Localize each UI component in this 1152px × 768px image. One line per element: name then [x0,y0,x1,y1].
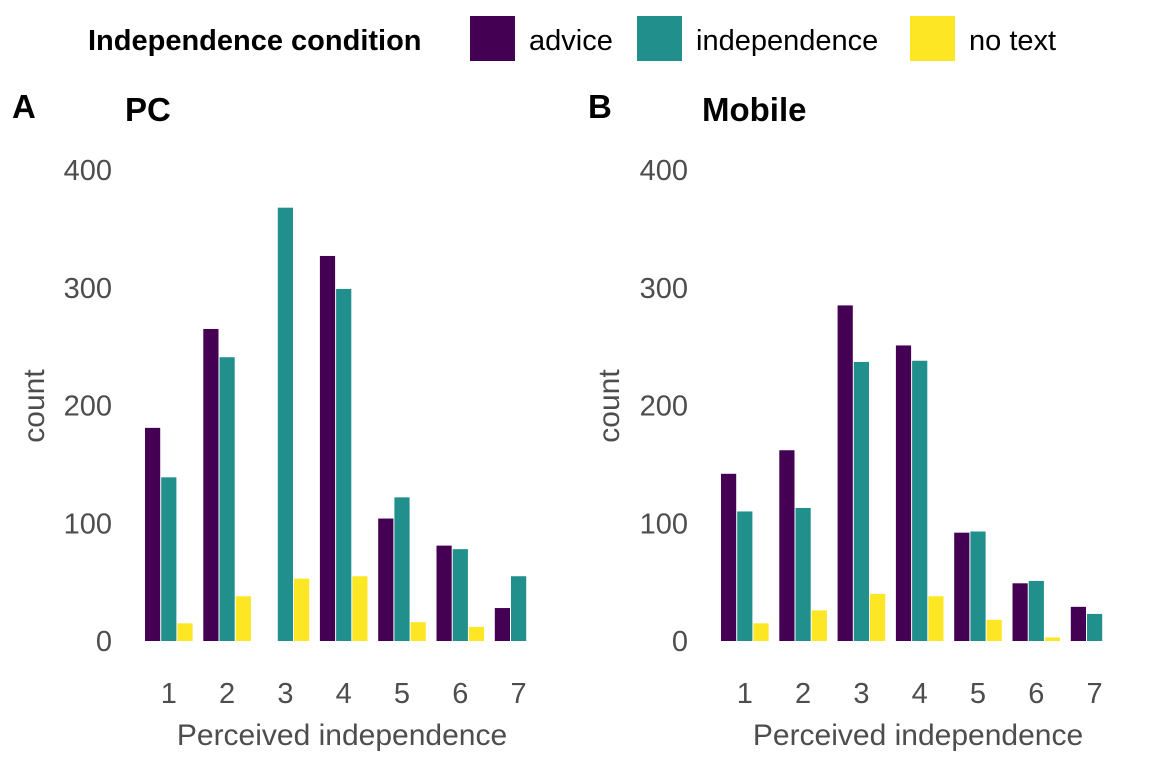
panel-b-y-axis-label: count [593,369,626,443]
panel-a-x-tick-5: 5 [394,678,410,710]
panel-a-y-tick-0: 0 [96,626,112,658]
panel-a-bar-advice-6 [436,545,452,641]
panel-b-bar-advice-3 [837,305,853,641]
panel-a-y-tick-200: 200 [64,391,112,423]
panel-b-bar-no-text-3 [870,593,886,641]
panel-b-x-tick-4: 4 [912,678,928,710]
panel-b-tag: B [588,88,612,125]
panel-a-bar-no-text-4 [352,576,368,641]
panel-b-x-tick-7: 7 [1087,678,1103,710]
panel-a-bar-advice-7 [494,608,510,641]
panel-a-x-axis-label: Perceived independence [177,719,507,752]
panel-b-x-tick-1: 1 [737,678,753,710]
panel-b-y-tick-0: 0 [672,626,688,658]
panel-a-bar-no-text-6 [468,626,485,641]
panel-b-bar-advice-7 [1070,606,1086,641]
panel-b-bar-independence-3 [853,361,869,641]
panel-b-bar-advice-4 [895,345,912,641]
panel-b-bar-no-text-6 [1044,637,1061,641]
panel-b-y-tick-300: 300 [640,273,688,305]
panel-b-bar-advice-1 [721,473,737,641]
panel-a-bar-no-text-5 [410,622,426,641]
panel-a-x-tick-6: 6 [452,678,468,710]
legend-label-no-text: no text [969,25,1056,57]
panel-a-bar-independence-7 [511,576,527,641]
panel-a-tag: A [12,88,36,125]
panel-pc: A PC count Perceived independence 0 100 20… [12,88,527,752]
panel-a-y-tick-100: 100 [64,508,112,540]
panel-b-bar-no-text-5 [986,619,1002,641]
panel-b-bar-advice-2 [779,450,795,641]
panel-b-x-tick-3: 3 [853,678,869,710]
legend: Independence condition advice independenc… [88,16,1056,61]
panel-b-bar-independence-5 [970,531,986,641]
panel-a-x-tick-2: 2 [219,678,235,710]
panel-b-bar-independence-4 [912,360,928,641]
panel-a-x-tick-1: 1 [161,678,177,710]
panel-a-bar-independence-4 [336,288,352,641]
panel-b-x-tick-2: 2 [795,678,811,710]
panel-b-bar-no-text-4 [928,596,944,641]
panel-a-y-tick-300: 300 [64,273,112,305]
panel-a-bar-independence-5 [394,497,410,641]
panel-a-bar-independence-6 [452,549,468,641]
panel-b-y-tick-100: 100 [640,508,688,540]
panel-a-bar-advice-2 [203,328,219,641]
panel-a-bar-advice-4 [319,255,336,641]
panel-a-x-tick-7: 7 [511,678,527,710]
legend-key-advice [470,16,515,61]
legend-key-no-text [910,16,955,61]
panel-a-bar-no-text-2 [235,596,251,641]
panel-a-bar-independence-1 [161,477,177,641]
panel-mobile: B Mobile count Perceived independence 0 1… [588,88,1103,752]
panel-b-title: Mobile [702,91,807,128]
panel-b-bar-independence-6 [1028,580,1044,641]
panel-a-bar-independence-2 [219,357,235,641]
panel-a-bar-advice-5 [378,518,394,641]
legend-label-advice: advice [529,25,613,57]
panel-b-bar-no-text-1 [753,623,769,641]
panel-b-y-tick-200: 200 [640,391,688,423]
panel-a-y-tick-400: 400 [64,155,112,187]
panel-a-y-axis-label: count [18,369,51,443]
panel-b-bar-independence-7 [1087,613,1103,641]
panel-b-x-axis-label: Perceived independence [753,719,1083,752]
panel-a-bar-no-text-3 [294,578,310,641]
legend-key-independence [637,16,682,61]
panel-a-bar-independence-3 [277,207,293,641]
panel-b-bar-advice-6 [1012,583,1028,641]
panel-b-x-tick-6: 6 [1028,678,1044,710]
legend-label-independence: independence [696,25,878,57]
panel-b-y-tick-400: 400 [640,155,688,187]
panel-a-x-tick-3: 3 [277,678,293,710]
panel-b-bar-independence-2 [795,507,811,641]
panel-b-bar-independence-1 [737,511,753,641]
panel-a-title: PC [125,91,171,128]
panel-a-bar-no-text-1 [177,623,193,641]
legend-title: Independence condition [88,25,422,57]
panel-b-x-tick-5: 5 [970,678,986,710]
panel-a-x-tick-4: 4 [336,678,352,710]
panel-a-bar-advice-1 [145,427,161,641]
panel-b-bar-no-text-2 [811,610,827,641]
panel-b-bar-advice-5 [954,532,970,641]
